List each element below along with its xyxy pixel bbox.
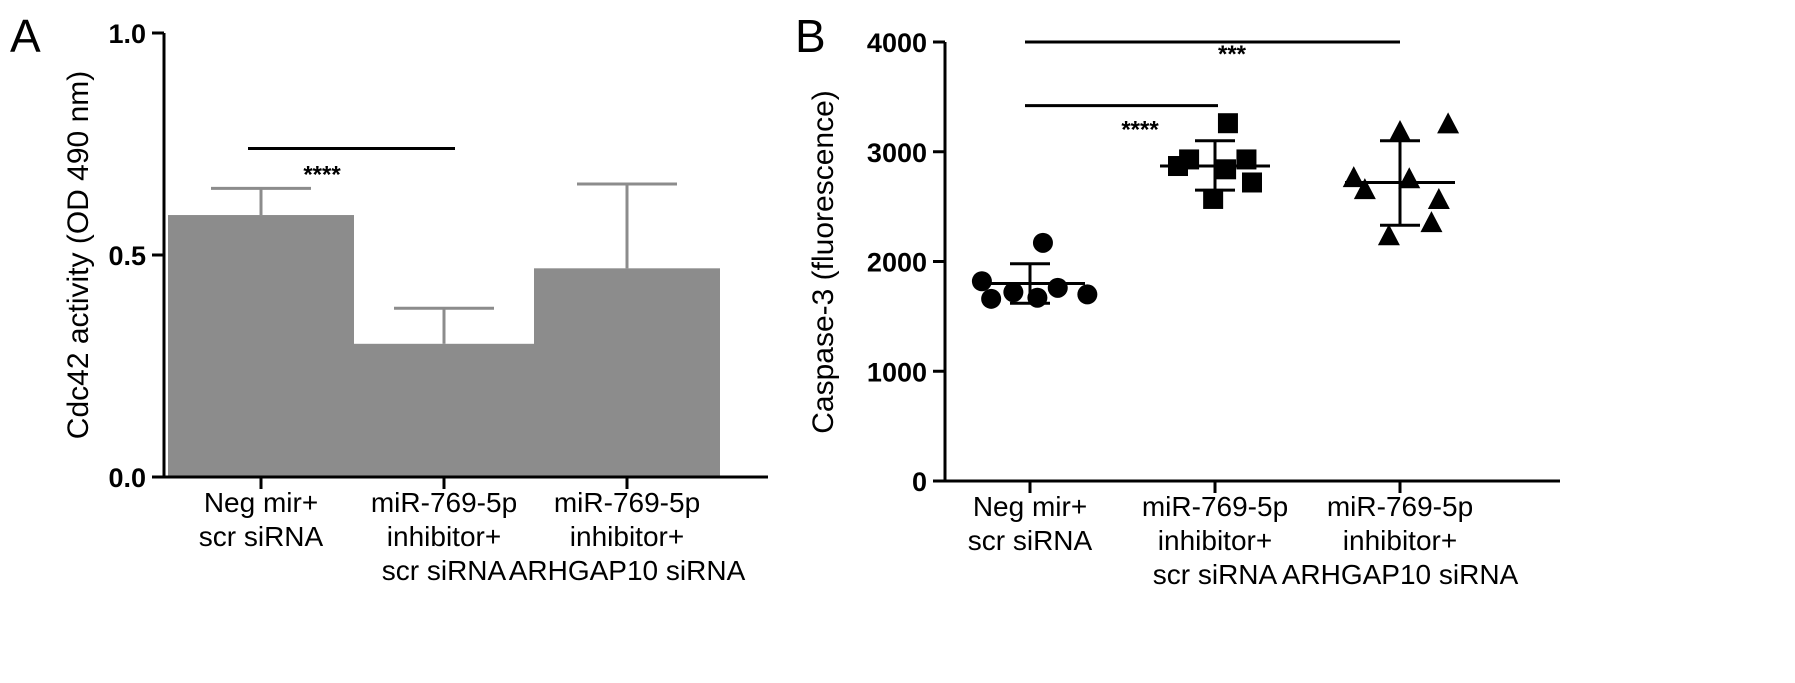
significance-label: ***: [1218, 41, 1247, 68]
x-category-label: inhibitor+: [1158, 525, 1272, 556]
significance-label: ****: [303, 161, 341, 188]
x-category-label: scr siRNA: [1153, 559, 1278, 590]
data-point-square: [1236, 149, 1257, 170]
y-tick-label: 3000: [867, 138, 927, 168]
panel-b-letter: B: [795, 10, 826, 62]
x-category-label: miR-769-5p: [1142, 491, 1288, 522]
bar-1: [168, 215, 354, 478]
data-point-triangle: [1420, 211, 1443, 233]
data-point-circle: [981, 288, 1002, 309]
x-category-label: inhibitor+: [1343, 525, 1457, 556]
data-point-circle: [1077, 284, 1098, 305]
data-point-circle: [1047, 277, 1068, 298]
x-category-label: ARHGAP10 siRNA: [509, 555, 746, 586]
y-tick-label: 0: [912, 467, 927, 497]
x-category-label: inhibitor+: [387, 521, 501, 552]
x-category-label: inhibitor+: [570, 521, 684, 552]
data-point-square: [1179, 149, 1200, 170]
x-category-label: scr siRNA: [199, 521, 324, 552]
data-point-triangle: [1437, 112, 1460, 134]
data-point-circle: [1032, 232, 1053, 253]
data-point-circle: [971, 271, 992, 292]
x-category-label: Neg mir+: [973, 491, 1087, 522]
y-tick-label: 1.0: [108, 19, 146, 49]
x-category-label: miR-769-5p: [554, 487, 700, 518]
data-point-triangle: [1353, 178, 1376, 200]
data-point-triangle: [1398, 167, 1421, 189]
data-point-square: [1217, 113, 1238, 134]
data-point-triangle: [1427, 188, 1450, 210]
x-category-label: scr siRNA: [968, 525, 1093, 556]
x-category-label: miR-769-5p: [1327, 491, 1473, 522]
bar-3: [534, 268, 720, 477]
y-tick-label: 0.5: [108, 241, 146, 271]
y-axis-label: Caspase-3 (fluorescence): [807, 90, 840, 434]
data-point-square: [1242, 172, 1262, 193]
y-tick-label: 2000: [867, 248, 927, 278]
significance-label: ****: [1121, 117, 1159, 144]
bar-2: [351, 343, 537, 477]
panel-a-letter: A: [10, 10, 41, 62]
y-tick-label: 1000: [867, 357, 927, 387]
y-tick-label: 4000: [867, 28, 927, 58]
data-point-square: [1216, 159, 1237, 180]
x-category-label: Neg mir+: [204, 487, 318, 518]
x-category-label: miR-769-5p: [371, 487, 517, 518]
y-tick-label: 0.0: [108, 463, 146, 493]
data-point-circle: [1003, 282, 1024, 303]
data-point-square: [1203, 188, 1224, 209]
y-axis-label: Cdc42 activity (OD 490 nm): [62, 71, 95, 439]
x-category-label: ARHGAP10 siRNA: [1282, 559, 1519, 590]
data-point-triangle: [1377, 224, 1400, 246]
data-point-triangle: [1389, 119, 1411, 141]
x-category-label: scr siRNA: [382, 555, 507, 586]
